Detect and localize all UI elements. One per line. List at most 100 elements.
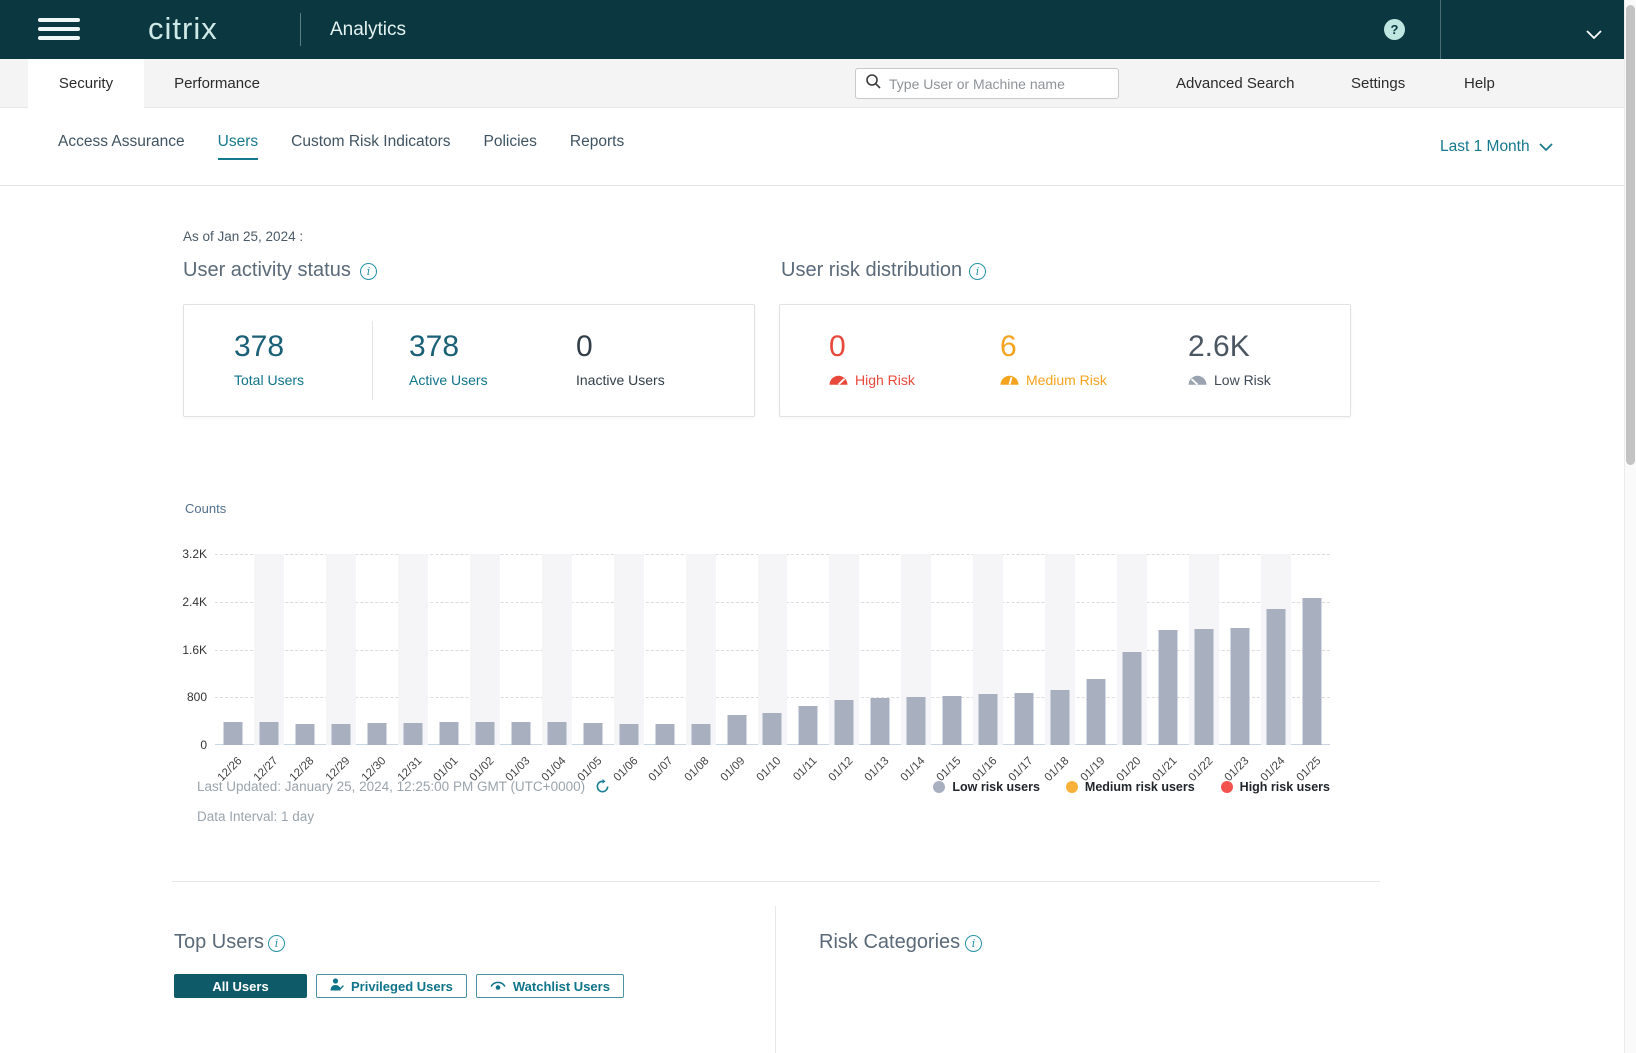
chevron-down-icon <box>1539 142 1553 151</box>
metric-total-users[interactable]: 378 Total Users <box>234 330 304 388</box>
toolbar-link-settings[interactable]: Settings <box>1351 75 1406 92</box>
toolbar-link-help[interactable]: Help <box>1464 75 1495 92</box>
data-interval-text: Data Interval: 1 day <box>197 809 315 824</box>
x-axis-label: 01/12 <box>826 755 856 784</box>
top-users-title: Top Users <box>174 931 265 953</box>
chart-column <box>287 554 323 745</box>
citrix-logo: citrix <box>148 11 218 46</box>
chart-bar-12-30[interactable] <box>367 722 387 745</box>
scrollbar-thumb[interactable] <box>1626 5 1635 465</box>
chart-bar-01-05[interactable] <box>583 722 603 745</box>
chart-bar-12-27[interactable] <box>259 722 279 745</box>
risk-categories-info-icon[interactable]: i <box>965 935 982 952</box>
chart-bar-01-03[interactable] <box>511 722 531 745</box>
account-chevron-down-icon[interactable] <box>1586 26 1602 44</box>
metric-label[interactable]: High Risk <box>829 372 915 388</box>
subnav-item-custom-risk-indicators[interactable]: Custom Risk Indicators <box>291 133 451 150</box>
time-range-dropdown[interactable]: Last 1 Month <box>1440 108 1553 185</box>
chart-column <box>1186 554 1222 745</box>
subnav-item-users[interactable]: Users <box>217 133 259 160</box>
metric-label-text: High Risk <box>855 372 915 388</box>
chart-bar-01-14[interactable] <box>906 697 926 745</box>
chart-bar-01-07[interactable] <box>655 723 675 745</box>
top-users-info-icon[interactable]: i <box>268 935 285 952</box>
legend-item-medium-risk-users[interactable]: Medium risk users <box>1065 780 1195 794</box>
hamburger-menu-icon[interactable] <box>38 18 80 41</box>
user-risk-info-icon[interactable]: i <box>969 263 986 280</box>
chart-bar-12-28[interactable] <box>295 723 315 745</box>
search-box[interactable] <box>855 68 1119 99</box>
chart-bar-01-11[interactable] <box>798 706 818 745</box>
chart-bar-12-31[interactable] <box>403 722 423 745</box>
chart-bar-01-20[interactable] <box>1122 651 1142 745</box>
button-label: Watchlist Users <box>512 978 610 994</box>
metric-medium-risk[interactable]: 6 Medium Risk <box>1000 330 1107 388</box>
chart-bar-01-09[interactable] <box>727 715 747 745</box>
metric-value: 6 <box>1000 330 1017 363</box>
chart-bar-01-22[interactable] <box>1194 629 1214 745</box>
metric-low-risk[interactable]: 2.6K Low Risk <box>1188 330 1271 388</box>
toolbar-tabs: Security Performance <box>28 59 290 108</box>
chart-column <box>1114 554 1150 745</box>
chart-bar-01-21[interactable] <box>1158 630 1178 745</box>
chart-bar-01-02[interactable] <box>475 722 495 745</box>
metric-divider <box>372 321 373 400</box>
top-users-filter-buttons: All Users Privileged Users Watchlist Users <box>174 974 624 998</box>
chart-bar-01-17[interactable] <box>1014 693 1034 745</box>
chart-bar-01-23[interactable] <box>1230 628 1250 745</box>
chart-bar-01-16[interactable] <box>978 694 998 745</box>
subnav-item-access-assurance[interactable]: Access Assurance <box>58 133 185 150</box>
watchlist-users-button[interactable]: Watchlist Users <box>475 974 624 998</box>
x-axis-label: 01/07 <box>647 755 676 784</box>
metric-label[interactable]: Total Users <box>234 372 305 388</box>
chart-column <box>1258 554 1294 745</box>
chart-column <box>898 554 934 745</box>
tab-performance[interactable]: Performance <box>174 75 260 92</box>
chart-bar-01-18[interactable] <box>1050 690 1070 745</box>
legend-item-low-risk-users[interactable]: Low risk users <box>933 780 1040 794</box>
user-activity-card: 378 Total Users 378 Active Users 0 Inactive U… <box>183 304 755 417</box>
subnav-item-reports[interactable]: Reports <box>569 133 625 150</box>
chart-bar-01-25[interactable] <box>1302 598 1322 745</box>
legend-label: Medium risk users <box>1084 780 1195 794</box>
metric-high-risk[interactable]: 0 High Risk <box>829 330 915 388</box>
user-risk-distribution-title: User risk distribution <box>781 259 963 281</box>
x-axis-label: 01/13 <box>862 755 892 784</box>
y-axis-title: Counts <box>185 501 227 516</box>
privileged-users-button[interactable]: Privileged Users <box>316 974 467 998</box>
all-users-button[interactable]: All Users <box>174 974 307 998</box>
refresh-icon[interactable] <box>595 779 610 794</box>
chart-bar-12-29[interactable] <box>331 723 351 745</box>
app-header: citrix Analytics ? <box>0 0 1636 59</box>
user-activity-status-title: User activity status <box>183 259 351 281</box>
chart-column <box>251 554 287 745</box>
vertical-scrollbar[interactable] <box>1624 0 1636 1053</box>
subnav: Access Assurance Users Custom Risk Indicat… <box>0 108 1636 186</box>
metric-label[interactable]: Active Users <box>409 372 488 388</box>
metric-label[interactable]: Medium Risk <box>1000 372 1107 388</box>
legend-item-high-risk-users[interactable]: High risk users <box>1220 780 1330 794</box>
chart-bar-01-13[interactable] <box>870 698 890 745</box>
chart-bar-01-01[interactable] <box>439 722 459 745</box>
chart-bar-01-04[interactable] <box>547 722 567 745</box>
chart-bar-12-26[interactable] <box>223 722 243 745</box>
user-activity-info-icon[interactable]: i <box>360 263 377 280</box>
tab-security[interactable]: Security <box>28 59 144 108</box>
header-help-icon[interactable]: ? <box>1384 19 1405 40</box>
chart-bar-01-24[interactable] <box>1266 608 1286 745</box>
chart-bar-01-10[interactable] <box>762 712 782 745</box>
search-input[interactable] <box>889 75 1099 92</box>
metric-value: 0 <box>829 330 846 363</box>
toolbar-link-advanced-search[interactable]: Advanced Search <box>1176 75 1295 92</box>
chart-bar-01-08[interactable] <box>691 723 711 745</box>
metric-label[interactable]: Low Risk <box>1188 372 1271 388</box>
metric-active-users[interactable]: 378 Active Users <box>409 330 488 388</box>
chart-column <box>970 554 1006 745</box>
privileged-user-icon <box>330 978 344 994</box>
chart-column <box>1078 554 1114 745</box>
chart-bar-01-06[interactable] <box>619 724 639 745</box>
chart-bar-01-19[interactable] <box>1086 679 1106 745</box>
subnav-item-policies[interactable]: Policies <box>483 133 537 150</box>
chart-bar-01-15[interactable] <box>942 696 962 745</box>
chart-bar-01-12[interactable] <box>834 700 854 745</box>
